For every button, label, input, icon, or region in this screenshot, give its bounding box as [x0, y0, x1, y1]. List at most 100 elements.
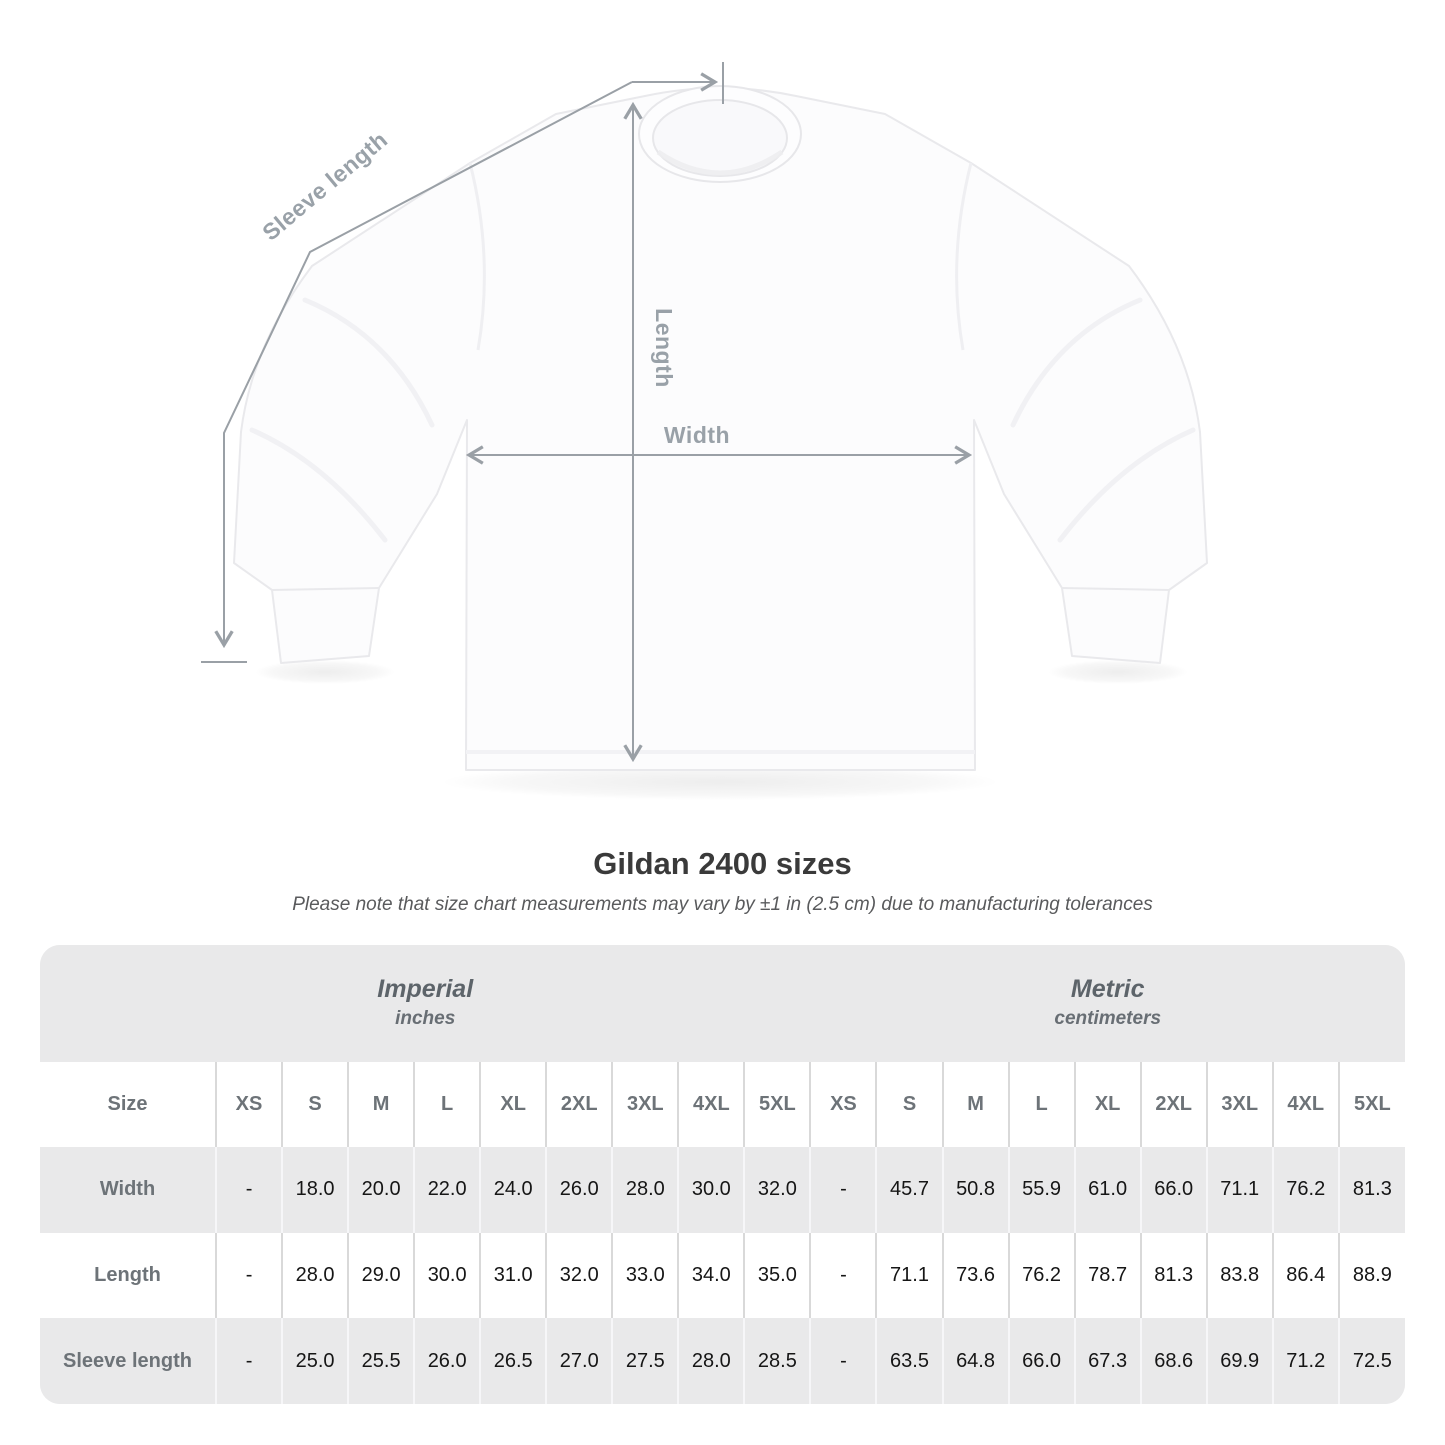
imperial-value-cell: 32.0	[743, 1147, 811, 1233]
measurement-annotations	[201, 62, 973, 763]
size-chart-table: Imperial inches Metric centimeters Size X…	[40, 945, 1405, 1404]
metric-header: Metric centimeters	[810, 945, 1405, 1062]
size-header-cell: S	[875, 1062, 943, 1147]
imperial-value-cell: 28.0	[611, 1147, 679, 1233]
width-label: Width	[664, 422, 730, 448]
imperial-value-cell: 28.0	[281, 1232, 349, 1319]
metric-value-cell: 61.0	[1073, 1147, 1141, 1233]
metric-value-cell: 69.9	[1205, 1318, 1273, 1404]
size-header-cell: L	[1007, 1062, 1075, 1147]
size-header-cell: XS	[809, 1062, 877, 1147]
size-header-cell: XS	[214, 1062, 283, 1147]
imperial-value-cell: 25.0	[281, 1318, 349, 1404]
imperial-unit: inches	[395, 1007, 456, 1029]
metric-value-cell: -	[809, 1318, 877, 1404]
shadow-left-cuff	[255, 660, 395, 684]
imperial-value-cell: 24.0	[479, 1147, 547, 1233]
imperial-value-cell: 28.5	[743, 1318, 811, 1404]
metric-value-cell: 64.8	[941, 1318, 1009, 1404]
measurement-row: Width -18.0 20.0 22.0 24.0 26.0 28.0 30.0 32.0-4…	[40, 1147, 1405, 1233]
metric-value-cell: 55.9	[1007, 1147, 1075, 1233]
page-title: Gildan 2400 sizes	[593, 846, 852, 881]
size-header-cell: 4XL	[677, 1062, 745, 1147]
imperial-value-cell: -	[214, 1318, 283, 1404]
metric-value-cell: 72.5	[1337, 1318, 1405, 1404]
imperial-title: Imperial	[377, 974, 474, 1003]
size-header-cell: XL	[479, 1062, 547, 1147]
imperial-value-cell: 26.5	[479, 1318, 547, 1404]
size-header-cell: 2XL	[1139, 1062, 1207, 1147]
metric-value-cell: 68.6	[1139, 1318, 1207, 1404]
length-label: Length	[651, 308, 677, 388]
measurement-row: Sleeve length -25.0 25.5 26.0 26.5 27.0 27.5 28…	[40, 1318, 1405, 1404]
imperial-value-cell: 18.0	[281, 1147, 349, 1233]
imperial-value-cell: 34.0	[677, 1232, 745, 1319]
size-header-cell: 5XL	[743, 1062, 811, 1147]
imperial-value-cell: 26.0	[545, 1147, 613, 1233]
metric-value-cell: 71.1	[1205, 1147, 1273, 1233]
metric-value-cell: 63.5	[875, 1318, 943, 1404]
metric-value-cell: 45.7	[875, 1147, 943, 1233]
imperial-value-cell: 35.0	[743, 1232, 811, 1319]
unit-header-row: Imperial inches Metric centimeters	[40, 945, 1405, 1062]
imperial-value-cell: 32.0	[545, 1232, 613, 1319]
row-label: Width	[99, 1178, 156, 1201]
metric-value-cell: 67.3	[1073, 1318, 1141, 1404]
shirt-illustration	[233, 85, 1208, 771]
metric-value-cell: 76.2	[1271, 1147, 1339, 1233]
imperial-value-cell: 22.0	[413, 1147, 481, 1233]
metric-value-cell: 66.0	[1007, 1318, 1075, 1404]
size-header-cell: M	[941, 1062, 1009, 1147]
metric-value-cell: -	[809, 1232, 877, 1319]
metric-value-cell: 81.3	[1337, 1147, 1405, 1233]
size-header-row: Size XS S M L XL 2XL 3XL 4XL 5XL XS S M L XL 2XL 3XL 4XL 5…	[40, 1062, 1405, 1147]
size-header-cell: 3XL	[611, 1062, 679, 1147]
sleeve-length-arrow	[201, 62, 724, 663]
imperial-value-cell: 30.0	[677, 1147, 745, 1233]
size-header-cell: M	[347, 1062, 415, 1147]
imperial-value-cell: 30.0	[413, 1232, 481, 1319]
metric-value-cell: 71.2	[1271, 1318, 1339, 1404]
row-label: Length	[94, 1263, 161, 1286]
size-header-cell: 3XL	[1205, 1062, 1273, 1147]
metric-value-cell: 76.2	[1007, 1232, 1075, 1319]
imperial-value-cell: -	[214, 1147, 283, 1233]
imperial-value-cell: 27.0	[545, 1318, 613, 1404]
metric-value-cell: 66.0	[1139, 1147, 1207, 1233]
metric-value-cell: 88.9	[1337, 1232, 1405, 1319]
shadow-hem	[440, 764, 1000, 800]
shadow-right-cuff	[1048, 660, 1188, 684]
imperial-value-cell: 20.0	[347, 1147, 415, 1233]
size-header-cell: XL	[1073, 1062, 1141, 1147]
imperial-value-cell: 25.5	[347, 1318, 415, 1404]
shirt-measurement-diagram: Sleeve length Length Width	[201, 62, 1208, 800]
metric-value-cell: 83.8	[1205, 1232, 1273, 1319]
size-row-label: Size	[107, 1093, 148, 1115]
imperial-value-cell: 27.5	[611, 1318, 679, 1404]
imperial-value-cell: 26.0	[413, 1318, 481, 1404]
row-label: Sleeve length	[63, 1349, 192, 1372]
imperial-value-cell: 33.0	[611, 1232, 679, 1319]
imperial-header: Imperial inches	[40, 945, 811, 1062]
metric-value-cell: -	[809, 1147, 877, 1233]
metric-value-cell: 73.6	[941, 1232, 1009, 1319]
metric-title: Metric	[1070, 974, 1145, 1003]
metric-value-cell: 86.4	[1271, 1232, 1339, 1319]
metric-value-cell: 50.8	[941, 1147, 1009, 1233]
metric-value-cell: 71.1	[875, 1232, 943, 1319]
metric-unit: centimeters	[1054, 1007, 1162, 1029]
size-header-cell: L	[413, 1062, 481, 1147]
size-header-cell: 4XL	[1271, 1062, 1339, 1147]
size-header-cell: S	[281, 1062, 349, 1147]
imperial-value-cell: 31.0	[479, 1232, 547, 1319]
imperial-value-cell: 28.0	[677, 1318, 745, 1404]
imperial-value-cell: 29.0	[347, 1232, 415, 1319]
measurement-row: Length -28.0 29.0 30.0 31.0 32.0 33.0 34.0 35.0-…	[40, 1232, 1405, 1319]
metric-value-cell: 81.3	[1139, 1232, 1207, 1319]
size-header-cell: 2XL	[545, 1062, 613, 1147]
size-header-cell: 5XL	[1337, 1062, 1405, 1147]
metric-value-cell: 78.7	[1073, 1232, 1141, 1319]
imperial-value-cell: -	[214, 1232, 283, 1319]
tolerance-note: Please note that size chart measurements…	[292, 894, 1153, 915]
